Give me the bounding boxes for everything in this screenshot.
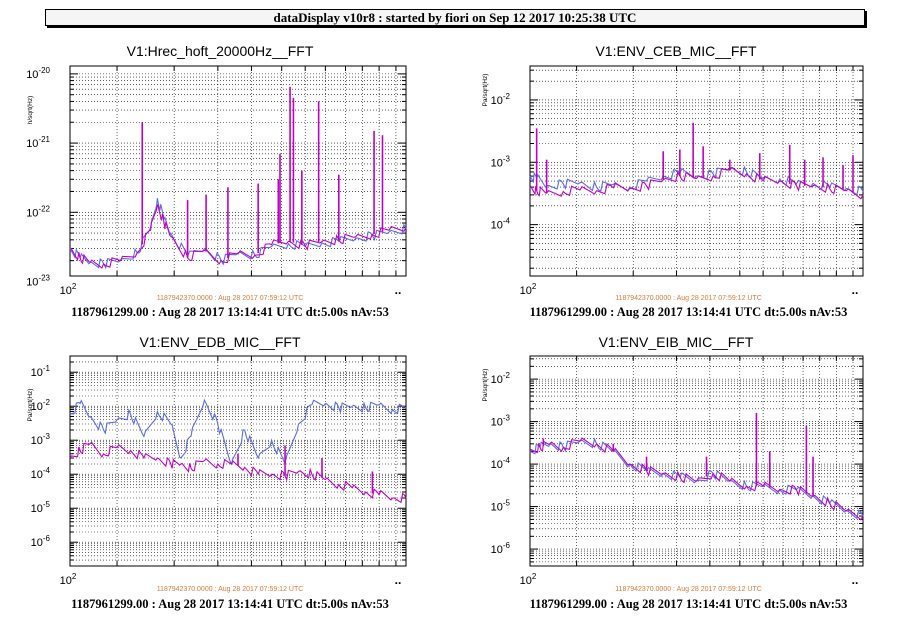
y-tick-label: 10-20: [26, 66, 50, 81]
panel-title: V1:ENV_CEB_MIC__FFT: [595, 43, 756, 59]
panel-title: V1:Hrec_hoft_20000Hz__FFT: [127, 43, 314, 59]
x-axis-end-label: ..: [395, 573, 402, 587]
y-tick-label: 10-22: [26, 204, 50, 219]
y-tick-label: 10-4: [491, 217, 511, 232]
y-axis-label: Pa/sqrt(Hz): [482, 369, 489, 402]
x-axis-end-label: ..: [852, 283, 859, 297]
window-title: dataDisplay v10r8 : started by fiori on …: [45, 9, 865, 26]
x-tick-label: 102: [60, 572, 77, 587]
reference-time: 1187942370.0000 : Aug 28 2017 07:59:12 U…: [157, 295, 304, 302]
series-line: [69, 198, 407, 270]
x-tick-label: 102: [520, 282, 537, 297]
panel-title: V1:ENV_EDB_MIC__FFT: [139, 334, 300, 350]
reference-time: 1187942370.0000 : Aug 28 2017 07:59:12 U…: [615, 295, 762, 302]
y-tick-label: 10-5: [491, 499, 511, 514]
x-axis-end-label: ..: [395, 283, 402, 297]
x-tick-label: 102: [60, 282, 77, 297]
fft-info: 1187961299.00 : Aug 28 2017 13:14:41 UTC…: [530, 305, 848, 319]
series-line: [529, 437, 864, 521]
y-tick-label: 10-23: [26, 273, 50, 288]
fft-info: 1187961299.00 : Aug 28 2017 13:14:41 UTC…: [71, 305, 389, 319]
x-axis-end-label: ..: [852, 573, 859, 587]
fft-info: 1187961299.00 : Aug 28 2017 13:14:41 UTC…: [530, 597, 848, 611]
y-tick-label: 10-3: [31, 432, 51, 447]
y-axis-label: Pa/sqrt(Hz): [482, 74, 489, 107]
series-line: [70, 204, 407, 269]
x-tick-label: 102: [520, 572, 537, 587]
fft-info: 1187961299.00 : Aug 28 2017 13:14:41 UTC…: [71, 597, 389, 611]
reference-time: 1187942370.0000 : Aug 28 2017 07:59:12 U…: [157, 586, 304, 593]
panel-title: V1:ENV_EIB_MIC__FFT: [599, 334, 754, 350]
y-tick-label: 10-4: [491, 456, 511, 471]
plot-frame: [69, 65, 407, 277]
series-line: [69, 441, 407, 504]
y-tick-label: 10-4: [31, 466, 51, 481]
plot-frame: [529, 355, 864, 567]
y-tick-label: 10-3: [491, 154, 511, 169]
y-tick-label: 10-6: [491, 541, 511, 556]
plot-frame: [529, 65, 864, 277]
y-axis-label: Pa/sqrt(Hz): [27, 389, 34, 422]
y-tick-label: 10-3: [491, 414, 511, 429]
y-tick-label: 10-5: [31, 500, 51, 515]
y-axis-label: h/sqrt(Hz): [27, 96, 34, 125]
reference-time: 1187942370.0000 : Aug 28 2017 07:59:12 U…: [615, 586, 762, 593]
y-tick-label: 10-2: [491, 92, 511, 107]
y-tick-label: 10-21: [26, 135, 50, 150]
y-tick-label: 10-6: [31, 534, 51, 549]
y-tick-label: 10-1: [31, 364, 51, 379]
y-tick-label: 10-2: [491, 371, 511, 386]
